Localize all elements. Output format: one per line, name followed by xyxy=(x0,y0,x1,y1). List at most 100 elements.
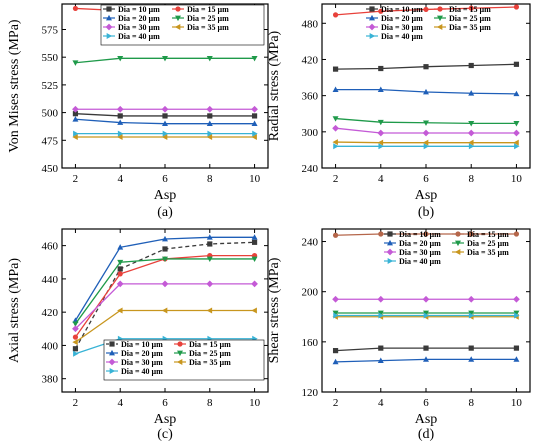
data-point xyxy=(332,124,339,132)
data-point xyxy=(251,234,258,240)
legend-entry: Dia = 20 µm xyxy=(384,239,441,248)
series-5 xyxy=(332,124,520,137)
series-6 xyxy=(72,307,257,346)
legend: Dia = 10 µm Dia = 15 µm Dia = 20 µm Dia = 2… xyxy=(384,230,509,266)
data-point xyxy=(513,90,520,97)
legend-entry: Dia = 10 µm xyxy=(366,5,423,14)
legend-label: Dia = 20 µm xyxy=(399,239,441,248)
data-point xyxy=(117,133,123,140)
series-3 xyxy=(332,356,520,365)
data-point xyxy=(423,143,430,150)
panel-3: 2 4 6 8 10 380 400 420 440 460 Asp Axial stress (MP… xyxy=(7,228,269,442)
legend-entry: Dia = 40 µm xyxy=(103,32,160,41)
data-point xyxy=(332,358,339,365)
legend-entry: Dia = 25 µm xyxy=(172,14,229,23)
x-tick-label: 10 xyxy=(511,397,523,409)
data-point xyxy=(513,356,520,362)
legend-entry: Dia = 15 µm xyxy=(452,230,509,239)
y-tick-label: 240 xyxy=(302,237,319,249)
legend-label: Dia = 15 µm xyxy=(187,5,229,14)
y-tick-label: 200 xyxy=(302,287,319,299)
legend-marker xyxy=(437,6,443,12)
data-point xyxy=(422,295,430,303)
x-axis-label: Asp xyxy=(415,412,438,427)
legend-marker xyxy=(105,23,113,31)
legend-label: Dia = 35 µm xyxy=(189,358,231,367)
x-tick-label: 10 xyxy=(249,397,261,409)
data-point xyxy=(423,345,429,351)
data-point xyxy=(468,356,475,362)
data-point xyxy=(162,246,168,252)
series-line xyxy=(74,254,255,338)
data-point xyxy=(377,295,385,303)
data-point xyxy=(514,143,520,150)
data-point xyxy=(423,64,429,70)
panel-1: 2 4 6 8 10 450 475 500 525 550 575 Asp Von Mises str… xyxy=(7,3,269,220)
x-axis-label: Asp xyxy=(154,412,177,427)
data-point xyxy=(207,113,213,119)
data-point xyxy=(206,105,214,113)
data-point xyxy=(206,280,214,288)
data-point xyxy=(468,310,475,317)
series-4 xyxy=(332,116,520,127)
x-tick-label: 8 xyxy=(207,173,213,185)
data-point xyxy=(162,55,168,62)
data-point xyxy=(72,325,79,333)
series-1 xyxy=(332,61,520,72)
data-point xyxy=(513,345,520,351)
data-point xyxy=(378,231,384,237)
x-tick-label: 4 xyxy=(378,397,384,409)
series-1 xyxy=(332,345,520,354)
legend-label: Dia = 40 µm xyxy=(399,257,441,266)
data-point xyxy=(117,119,124,125)
legend-entry: Dia = 15 µm xyxy=(172,5,229,14)
legend-marker xyxy=(387,239,393,246)
data-point xyxy=(332,310,339,317)
panel-label: (a) xyxy=(157,205,173,220)
series-2 xyxy=(332,4,520,18)
legend-label: Dia = 20 µm xyxy=(121,349,163,358)
x-tick-label: 4 xyxy=(117,173,123,185)
data-point xyxy=(72,111,79,117)
data-point xyxy=(72,60,79,66)
x-tick-label: 2 xyxy=(73,173,79,185)
data-point xyxy=(251,105,258,113)
data-point xyxy=(251,307,257,314)
data-point xyxy=(468,231,474,237)
legend-entry: Dia = 10 µm xyxy=(106,340,163,349)
series-5 xyxy=(72,280,258,333)
data-point xyxy=(468,90,475,96)
legend-label: Dia = 40 µm xyxy=(118,32,160,41)
data-point xyxy=(423,6,429,13)
legend-entry: Dia = 35 µm xyxy=(452,248,509,257)
data-point xyxy=(251,280,258,288)
x-tick-label: 6 xyxy=(423,397,429,409)
data-point xyxy=(332,86,339,92)
data-point xyxy=(422,139,429,146)
legend-marker xyxy=(176,359,183,365)
data-point xyxy=(206,256,213,263)
data-point xyxy=(468,143,475,150)
data-point xyxy=(72,105,79,113)
series-4 xyxy=(332,310,520,317)
legend-marker xyxy=(109,349,115,356)
data-point xyxy=(377,357,384,363)
y-tick-label: 380 xyxy=(42,374,59,386)
data-point xyxy=(161,280,169,288)
data-point xyxy=(378,8,384,14)
series-7 xyxy=(333,143,520,150)
data-point xyxy=(117,244,124,250)
y-tick-label: 480 xyxy=(302,18,319,30)
data-point xyxy=(207,241,213,247)
data-point xyxy=(161,307,168,314)
data-point xyxy=(72,321,79,327)
data-point xyxy=(332,66,339,72)
data-point xyxy=(252,130,258,137)
y-tick-label: 300 xyxy=(302,127,319,139)
x-tick-label: 4 xyxy=(117,397,123,409)
data-point xyxy=(332,12,339,18)
panel-label: (c) xyxy=(157,427,173,442)
data-point xyxy=(378,65,384,72)
legend-marker xyxy=(437,15,443,22)
data-point xyxy=(423,356,429,362)
